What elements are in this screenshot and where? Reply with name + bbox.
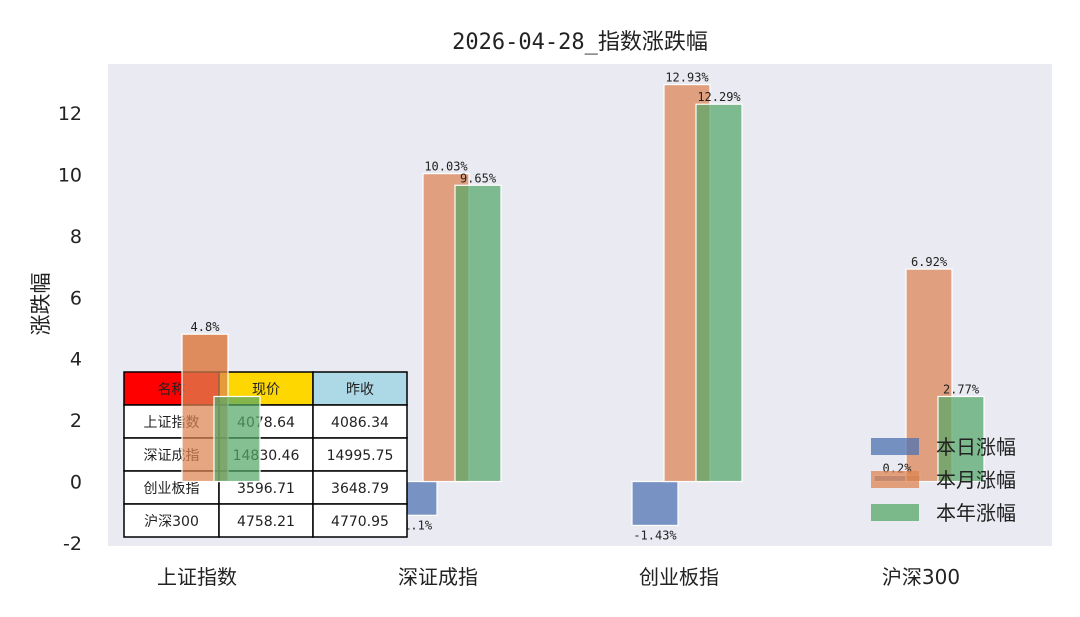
table-header: 现价	[252, 382, 280, 398]
legend-swatch	[871, 471, 919, 488]
bar-0-2	[631, 480, 679, 527]
x-category-label: 沪深300	[882, 565, 960, 589]
y-tick-label: 2	[70, 410, 82, 432]
y-tick-label: -2	[63, 533, 82, 555]
table-cell	[312, 503, 408, 538]
x-category-label: 创业板指	[639, 565, 719, 589]
data-label: 6.92%	[911, 255, 948, 269]
legend-label: 本年涨幅	[936, 501, 1016, 525]
table-value: 沪深300	[144, 514, 199, 530]
legend-swatch	[871, 438, 919, 455]
x-axis-categories: 上证指数 深证成指 创业板指 沪深300	[157, 565, 960, 589]
y-tick-label: 6	[70, 287, 82, 309]
chart-title: 2026-04-28_指数涨跌幅	[452, 30, 708, 55]
legend-label: 本月涨幅	[936, 468, 1016, 492]
legend-label: 本日涨幅	[936, 435, 1016, 459]
table-cell	[312, 470, 408, 505]
bar-overlay-2	[213, 395, 261, 483]
table-cell	[218, 503, 314, 538]
y-axis-ticks: -2 0 2 4 6 8 10 12	[58, 103, 82, 555]
legend-swatch	[871, 504, 919, 521]
bar-2-3	[937, 395, 985, 483]
x-category-label: 深证成指	[398, 565, 478, 589]
data-label: -1.43%	[633, 528, 677, 542]
bar-2-1	[454, 184, 502, 483]
table-value: 3596.71	[237, 481, 295, 497]
table-cell	[312, 437, 408, 472]
y-tick-label: 10	[58, 165, 82, 187]
table-cell	[123, 503, 220, 538]
bar-2-2	[695, 103, 743, 483]
y-tick-label: 4	[70, 349, 82, 371]
table-value: 创业板指	[144, 481, 200, 497]
y-tick-label: 0	[70, 472, 82, 494]
y-axis-label: 涨跌幅	[29, 273, 53, 336]
table-cell	[312, 404, 408, 439]
data-label: 4.8%	[191, 320, 221, 334]
table-cell	[312, 371, 408, 406]
table-value: 4758.21	[237, 514, 295, 530]
data-label: 10.03%	[424, 160, 468, 174]
data-label: 9.65%	[460, 171, 497, 185]
table-header: 名称	[158, 382, 186, 398]
y-tick-label: 12	[58, 103, 82, 125]
table-value: 14995.75	[327, 448, 394, 464]
table-value: 4770.95	[331, 514, 389, 530]
x-category-label: 上证指数	[157, 565, 237, 589]
table-header: 昨收	[346, 382, 374, 398]
table-value: 3648.79	[331, 481, 389, 497]
data-label: 12.93%	[665, 71, 709, 85]
table-value: 4086.34	[331, 415, 389, 431]
y-tick-label: 8	[70, 226, 82, 248]
data-label: 2.77%	[943, 382, 980, 396]
data-label: 12.29%	[697, 90, 741, 104]
